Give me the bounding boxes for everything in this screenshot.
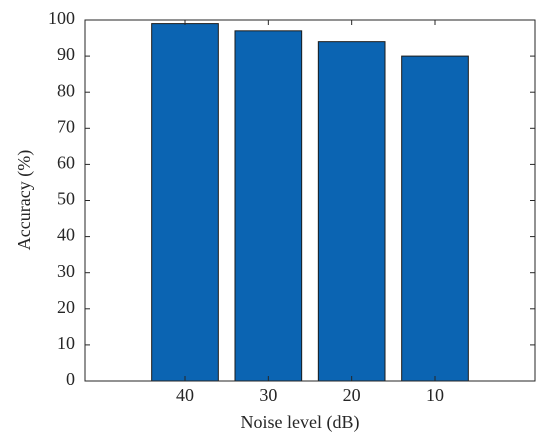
bar	[401, 55, 469, 382]
y-tick-label: 30	[57, 261, 75, 281]
y-tick-label: 50	[57, 189, 75, 209]
x-tick-label: 30	[259, 385, 277, 405]
x-tick-label: 10	[426, 385, 444, 405]
y-tick-label: 60	[57, 153, 75, 173]
x-axis-label: Noise level (dB)	[241, 412, 360, 433]
bar	[151, 23, 219, 382]
y-tick-label: 70	[57, 116, 75, 136]
plot-frame	[84, 19, 536, 382]
y-tick-label: 0	[66, 369, 75, 389]
bar	[234, 30, 303, 382]
x-tick-label: 20	[343, 385, 361, 405]
y-tick-label: 40	[57, 225, 75, 245]
y-tick-label: 20	[57, 297, 75, 317]
y-tick-label: 100	[48, 8, 75, 28]
bar	[317, 41, 386, 382]
y-tick-label: 80	[57, 80, 75, 100]
y-axis-label: Accuracy (%)	[14, 150, 35, 250]
x-tick-label: 40	[176, 385, 194, 405]
y-tick-label: 90	[57, 44, 75, 64]
y-tick-label: 10	[57, 333, 75, 353]
